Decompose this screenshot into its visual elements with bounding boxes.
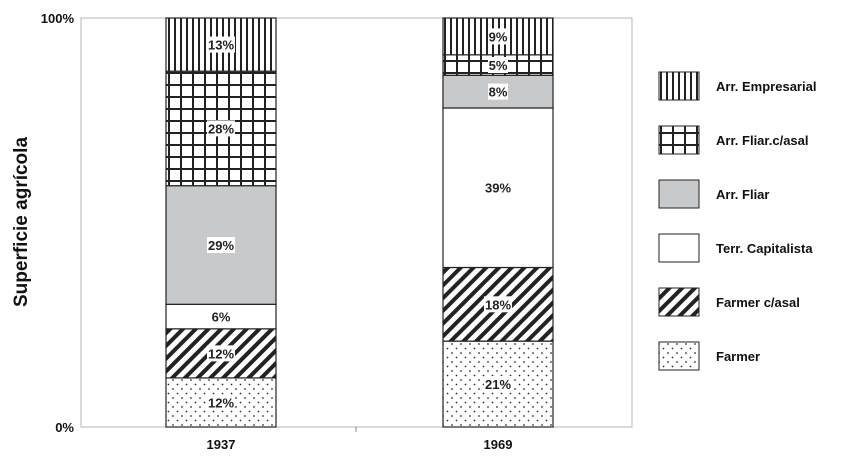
data-label: 18% <box>485 297 511 312</box>
y-axis-label: Superficie agrícola <box>11 137 32 307</box>
data-label: 8% <box>489 85 508 100</box>
data-label: 21% <box>485 377 511 392</box>
data-label: 13% <box>208 38 234 53</box>
data-label: 9% <box>489 29 508 44</box>
legend-swatch <box>658 125 700 155</box>
data-label: 12% <box>208 346 234 361</box>
data-label: 39% <box>485 181 511 196</box>
legend-label: Terr. Capitalista <box>716 241 813 256</box>
y-tick-label-top: 100% <box>41 11 75 26</box>
data-label-bg <box>207 36 235 53</box>
legend-swatch <box>658 341 700 371</box>
data-label: 5% <box>489 58 508 73</box>
legend-label: Farmer c/asal <box>716 295 800 310</box>
data-label: 12% <box>208 395 234 410</box>
data-label-bg <box>207 236 235 253</box>
data-label-bg <box>484 179 512 196</box>
y-tick-label-bottom: 0% <box>55 420 74 435</box>
data-label: 28% <box>208 121 234 136</box>
legend: Arr. Empresarial Arr. Fliar.c/asal Arr. Fl… <box>658 71 816 371</box>
legend-label: Arr. Empresarial <box>716 79 816 94</box>
data-label: 6% <box>212 310 231 325</box>
bars-group: 12% 12% 6% 29% 28% 13% 21% 18% 39% 8% 5% 9% <box>165 17 554 428</box>
data-label-bg <box>207 120 235 137</box>
data-label-bg <box>484 296 512 313</box>
legend-label: Arr. Fliar <box>716 187 769 202</box>
x-tick-label: 1937 <box>207 437 236 452</box>
data-label-bg <box>211 308 231 325</box>
legend-swatch <box>658 71 700 101</box>
legend-label: Farmer <box>716 349 760 364</box>
data-label-bg <box>207 394 235 411</box>
data-label-bg <box>488 57 508 74</box>
legend-swatch <box>658 287 700 317</box>
data-label-bg <box>488 83 508 100</box>
x-tick-label: 1969 <box>484 437 513 452</box>
data-label-bg <box>488 28 508 45</box>
data-label-bg <box>207 345 235 362</box>
data-label-bg <box>484 376 512 393</box>
legend-swatch <box>658 233 700 263</box>
x-tick-labels: 1937 1969 <box>207 437 513 452</box>
data-label: 29% <box>208 238 234 253</box>
legend-swatch <box>658 179 700 209</box>
legend-label: Arr. Fliar.c/asal <box>716 133 809 148</box>
